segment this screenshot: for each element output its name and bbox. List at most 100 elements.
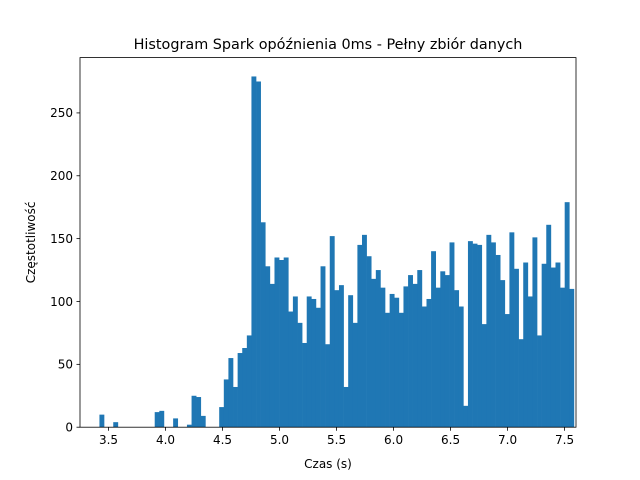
histogram-bar <box>200 415 206 428</box>
histogram-bar <box>380 287 386 428</box>
histogram-bar <box>440 271 446 428</box>
y-tick-label: 200 <box>50 169 73 183</box>
histogram-bar <box>458 306 464 428</box>
histogram-bar <box>403 286 409 428</box>
x-tick-label: 4.5 <box>213 433 232 447</box>
histogram-bar <box>288 311 294 428</box>
x-tick-label: 5.5 <box>327 433 346 447</box>
histogram-bar <box>274 257 280 428</box>
histogram-bar <box>173 418 179 428</box>
histogram-bar <box>338 285 344 428</box>
histogram-bar <box>237 353 243 428</box>
histogram-bar <box>348 295 354 428</box>
histogram-bar <box>297 322 303 428</box>
histogram-bar <box>159 410 165 428</box>
histogram-bar <box>541 263 547 428</box>
histogram-bar <box>320 266 326 428</box>
histogram-bar <box>385 312 390 428</box>
histogram-bar <box>357 244 363 428</box>
histogram-bar <box>500 280 506 428</box>
histogram-bar <box>472 243 478 428</box>
histogram-bar <box>495 254 501 428</box>
histogram-bar <box>550 267 556 428</box>
histogram-bar <box>408 275 413 428</box>
histogram-bar <box>269 283 275 428</box>
y-axis-label: Częstotliwość <box>24 202 38 284</box>
histogram-bar <box>514 268 519 428</box>
histogram-bar <box>417 270 423 428</box>
plot-frame <box>79 57 577 428</box>
histogram-bar <box>343 386 349 428</box>
histogram-bar <box>431 251 437 428</box>
histogram-bar <box>509 232 515 428</box>
x-tick-label: 3.5 <box>99 433 118 447</box>
histogram-bar <box>334 290 340 428</box>
histogram-bar <box>375 270 381 428</box>
histogram-bar <box>260 222 266 428</box>
histogram-bar <box>366 256 372 428</box>
y-tick-label: 100 <box>50 295 73 309</box>
histogram-bar <box>444 275 450 428</box>
histogram-bar <box>564 202 570 428</box>
histogram-bar <box>426 298 432 428</box>
x-axis-label: Czas (s) <box>304 457 352 471</box>
histogram-bar <box>394 297 400 428</box>
histogram-bar <box>523 262 529 428</box>
x-tick-label: 5.0 <box>270 433 289 447</box>
histogram-bar <box>186 424 192 428</box>
y-axis-ticks: 0 50 100 150 200 250 <box>50 106 80 435</box>
histogram-bar <box>527 296 533 428</box>
histogram-bar <box>371 278 377 428</box>
histogram-bar <box>449 242 455 428</box>
histogram-bar <box>154 412 160 428</box>
histogram-bar <box>246 335 252 428</box>
histogram-bar <box>546 224 552 428</box>
histogram-bar <box>486 234 492 428</box>
histogram-bar <box>315 307 321 428</box>
histogram-bar <box>265 266 271 428</box>
y-tick-label: 0 <box>65 421 73 435</box>
x-tick-label: 4.0 <box>156 433 175 447</box>
histogram-bar <box>569 288 575 428</box>
histogram-bar <box>292 296 298 428</box>
x-tick-label: 7.5 <box>555 433 574 447</box>
histogram-bar <box>467 241 473 428</box>
y-tick-label: 150 <box>50 232 73 246</box>
histogram-bar <box>389 293 395 428</box>
histogram-bar <box>242 348 248 428</box>
histogram-bars <box>99 76 575 428</box>
histogram-bar <box>518 339 524 428</box>
y-tick-label: 250 <box>50 106 73 120</box>
histogram-bar <box>490 242 496 428</box>
histogram-bar <box>421 306 427 428</box>
x-tick-label: 6.5 <box>441 433 460 447</box>
histogram-bar <box>283 257 289 428</box>
histogram-bar <box>256 81 261 428</box>
histogram-bar <box>398 312 404 428</box>
histogram-bar <box>555 262 561 428</box>
histogram-bar <box>219 407 225 428</box>
histogram-bar <box>352 322 358 428</box>
histogram-bar <box>306 296 312 428</box>
histogram-bar <box>329 236 335 428</box>
histogram-bar <box>251 76 257 428</box>
histogram-bar <box>325 344 331 428</box>
x-tick-label: 7.0 <box>498 433 517 447</box>
histogram-bar <box>454 290 460 428</box>
y-tick-label: 50 <box>58 358 73 372</box>
histogram-bar <box>463 405 469 428</box>
histogram-bar <box>223 379 229 428</box>
histogram-bar <box>233 386 238 428</box>
histogram-bar <box>228 358 234 428</box>
histogram-bar <box>532 237 538 428</box>
x-axis-ticks: 3.5 4.0 4.5 5.0 5.5 6.0 6.5 7.0 7.5 <box>99 427 574 447</box>
x-tick-label: 6.0 <box>384 433 403 447</box>
histogram-bar <box>362 234 367 428</box>
histogram-bar <box>113 422 119 428</box>
histogram-bar <box>412 283 418 428</box>
histogram-bar <box>311 298 317 428</box>
histogram-bar <box>477 244 483 428</box>
histogram-bar <box>196 397 202 428</box>
histogram-bar <box>560 287 565 428</box>
